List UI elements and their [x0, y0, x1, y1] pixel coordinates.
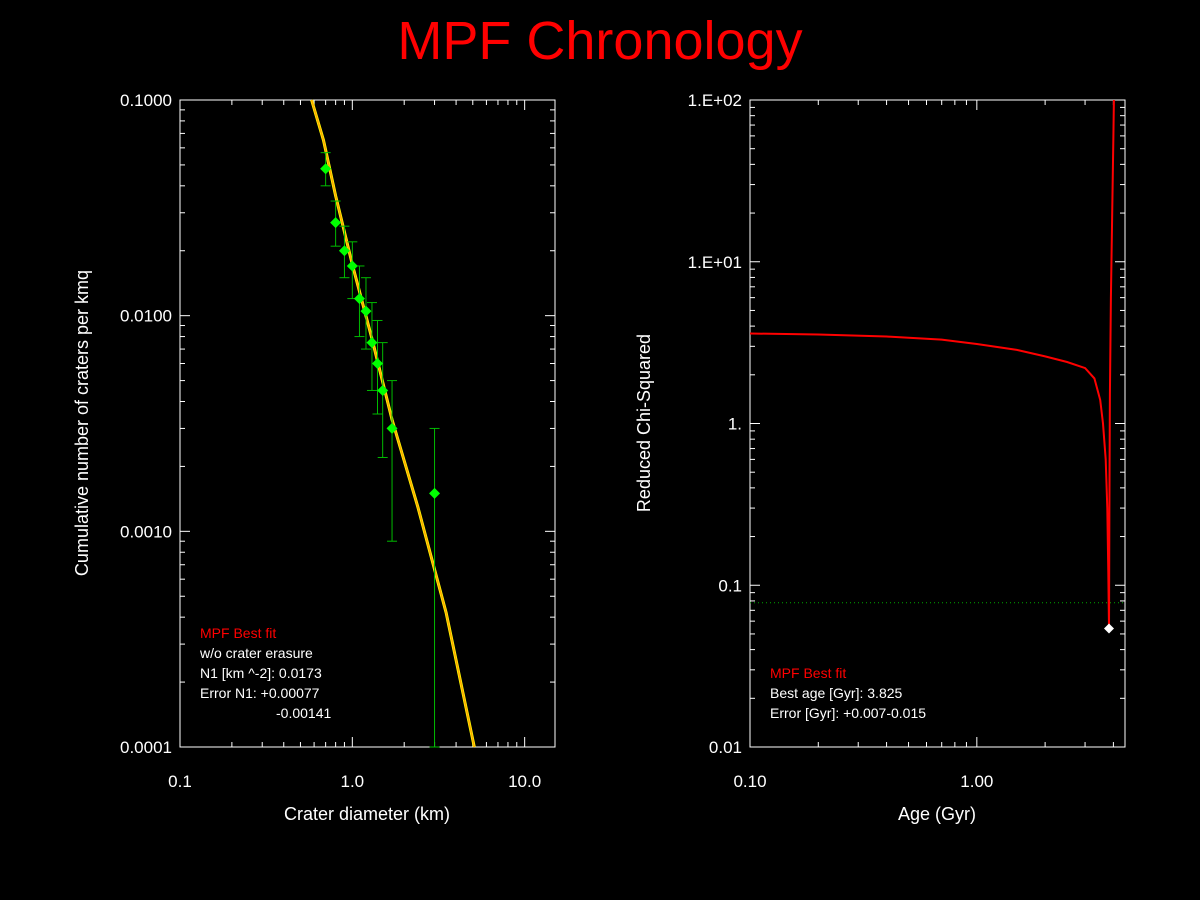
left-x-tick-label: 1.0 — [341, 772, 365, 791]
data-point — [386, 422, 398, 434]
right-legend-title: MPF Best fit — [770, 665, 846, 681]
left-x-tick-label: 0.1 — [168, 772, 192, 791]
data-point — [372, 358, 384, 370]
chart-title: MPF Chronology — [397, 11, 803, 71]
left-y-tick-label: 0.0100 — [120, 307, 172, 326]
left-points-group — [320, 163, 441, 499]
data-point — [330, 217, 342, 229]
right-y-tick-label: 0.01 — [709, 738, 742, 757]
left-plot-frame — [179, 99, 556, 748]
right-y-axis-label: Reduced Chi-Squared — [634, 334, 654, 512]
right-curve-group — [749, 99, 1115, 629]
right-marker-group — [1103, 623, 1114, 634]
chi-squared-plot: 0.10 1.001.E+021.E+011.0.10.01 Age (Gyr) … — [634, 91, 1126, 824]
right-plot-frame — [749, 99, 1126, 748]
data-point — [338, 245, 350, 257]
crater-size-frequency-plot: 0.1 1.0 10.0 0.1000 0.0100 0.0010 0.0001 Crate… — [72, 91, 556, 824]
data-point — [366, 337, 378, 349]
left-errorbars-group — [320, 152, 440, 748]
left-legend-line-3: Error N1: +0.00077 — [200, 685, 320, 701]
data-point — [346, 260, 358, 272]
right-y-tick-label: 1. — [728, 415, 742, 434]
left-legend-title: MPF Best fit — [200, 625, 276, 641]
left-legend-line-1: w/o crater erasure — [199, 645, 313, 661]
right-x-tick-label: 0.10 — [733, 772, 766, 791]
chi-squared-curve — [749, 99, 1115, 629]
left-plot-ticks: 0.1 1.0 10.0 0.1000 0.0100 0.0010 0.0001 — [120, 91, 555, 791]
right-legend-line-1: Best age [Gyr]: 3.825 — [770, 685, 903, 701]
left-y-tick-label: 0.0001 — [120, 738, 172, 757]
right-y-tick-label: 1.E+01 — [688, 253, 742, 272]
data-point — [429, 487, 441, 499]
right-x-axis-label: Age (Gyr) — [898, 804, 976, 824]
right-plot-ticks: 0.10 1.00 1.E+02 1.E+01 1. 0.1 0.01 — [688, 91, 1125, 791]
left-y-tick-label: 0.1000 — [120, 91, 172, 110]
left-x-tick-label: 10.0 — [508, 772, 541, 791]
fit-curve — [310, 99, 476, 748]
data-point — [360, 305, 372, 317]
best-fit-marker — [1103, 623, 1114, 634]
right-legend-line-2: Error [Gyr]: +0.007-0.015 — [770, 705, 926, 721]
data-point — [320, 163, 332, 175]
left-legend-line-4: -0.00141 — [276, 705, 331, 721]
left-x-axis-label: Crater diameter (km) — [284, 804, 450, 824]
left-y-tick-label: 0.0010 — [120, 522, 172, 541]
data-point — [377, 384, 389, 396]
data-point — [353, 293, 365, 305]
right-x-tick-label: 1.00 — [960, 772, 993, 791]
left-legend-line-2: N1 [km ^-2]: 0.0173 — [200, 665, 322, 681]
left-y-axis-label: Cumulative number of craters per kmq — [72, 270, 92, 576]
right-y-tick-label: 1.E+02 — [688, 91, 742, 110]
left-fit-curve-group — [310, 99, 476, 748]
right-y-tick-label: 0.1 — [718, 576, 742, 595]
